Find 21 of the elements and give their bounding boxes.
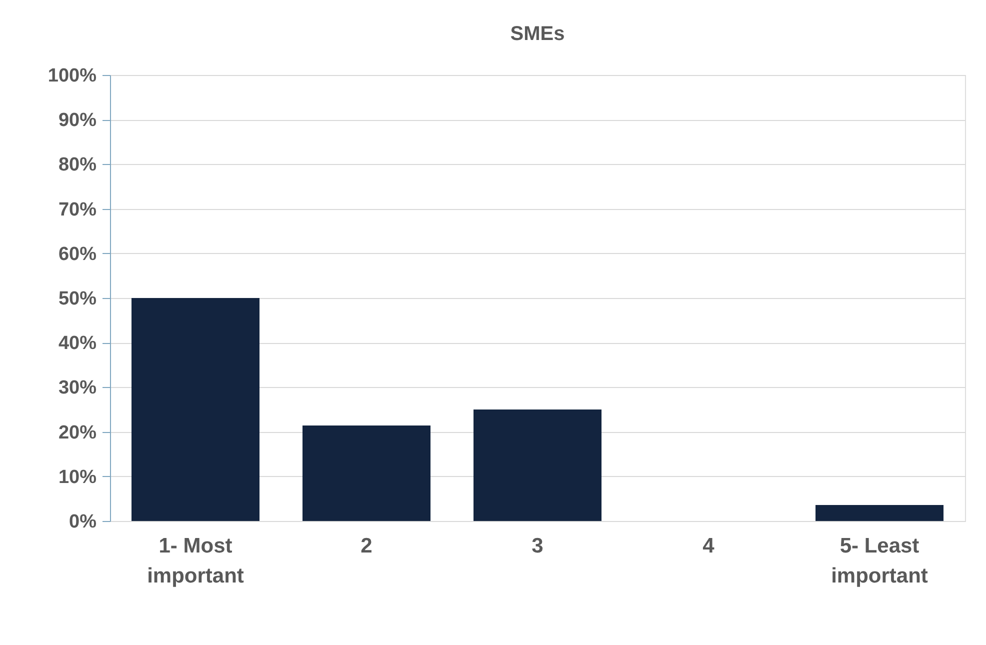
y-tick-label: 90% [58,110,97,132]
x-tick-label: 5- Least important [831,534,928,588]
y-tick-label: 50% [58,288,97,310]
x-tick-label: 2 [360,534,372,558]
y-tick-label: 80% [58,154,97,176]
y-tick-label: 30% [58,378,97,399]
bar [302,426,430,521]
y-tick-label: 70% [58,199,97,220]
bar [474,410,602,521]
y-tick-label: 60% [58,244,97,265]
y-tick-label: 20% [58,422,97,444]
bar [816,504,944,521]
y-tick-label: 10% [58,466,97,488]
x-tick-label: 4 [702,534,715,558]
chart-title: SMEs [510,23,565,45]
y-tick-label: 100% [48,66,97,86]
y-tick-label: 0% [69,512,97,532]
x-tick-label: 3 [532,534,544,558]
x-tick-label: 1- Most important [147,534,244,588]
y-tick-label: 40% [58,333,97,354]
bar [132,298,260,521]
